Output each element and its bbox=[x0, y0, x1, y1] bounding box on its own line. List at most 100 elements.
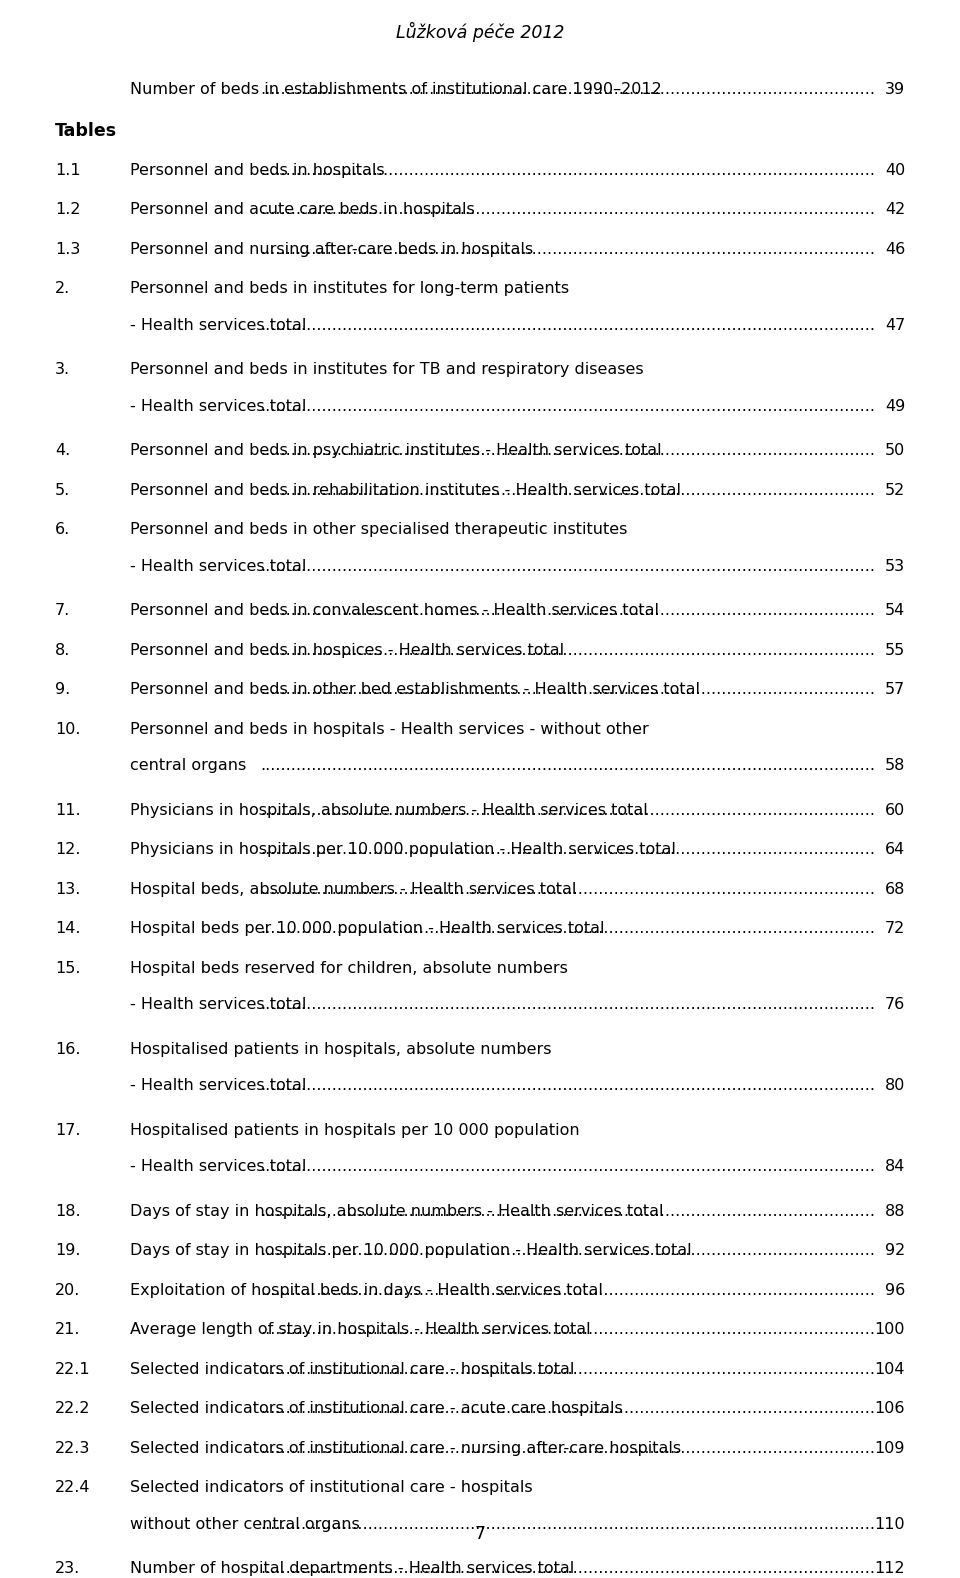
Text: ................................................................................: ........................................… bbox=[260, 82, 875, 96]
Text: Physicians in hospitals, absolute numbers - Health services total: Physicians in hospitals, absolute number… bbox=[130, 803, 648, 817]
Text: Personnel and beds in convalescent homes - Health services total: Personnel and beds in convalescent homes… bbox=[130, 603, 659, 619]
Text: 72: 72 bbox=[885, 922, 905, 936]
Text: ................................................................................: ........................................… bbox=[260, 1243, 875, 1258]
Text: - Health services total: - Health services total bbox=[130, 1160, 306, 1174]
Text: 11.: 11. bbox=[55, 803, 81, 817]
Text: ................................................................................: ........................................… bbox=[260, 483, 875, 499]
Text: 1.3: 1.3 bbox=[55, 241, 81, 257]
Text: Days of stay in hospitals, absolute numbers - Health services total: Days of stay in hospitals, absolute numb… bbox=[130, 1204, 663, 1218]
Text: Personnel and beds in institutes for TB and respiratory diseases: Personnel and beds in institutes for TB … bbox=[130, 363, 643, 377]
Text: ................................................................................: ........................................… bbox=[260, 443, 875, 459]
Text: ................................................................................: ........................................… bbox=[260, 922, 875, 936]
Text: 19.: 19. bbox=[55, 1243, 81, 1258]
Text: 96: 96 bbox=[885, 1283, 905, 1297]
Text: Personnel and beds in hospices - Health services total: Personnel and beds in hospices - Health … bbox=[130, 642, 564, 658]
Text: - Health services total: - Health services total bbox=[130, 997, 306, 1011]
Text: 17.: 17. bbox=[55, 1124, 81, 1138]
Text: 18.: 18. bbox=[55, 1204, 81, 1218]
Text: Personnel and beds in psychiatric institutes - Health services total: Personnel and beds in psychiatric instit… bbox=[130, 443, 661, 459]
Text: 3.: 3. bbox=[55, 363, 70, 377]
Text: 50: 50 bbox=[885, 443, 905, 459]
Text: 22.1: 22.1 bbox=[55, 1362, 90, 1378]
Text: Selected indicators of institutional care - acute care hospitals: Selected indicators of institutional car… bbox=[130, 1401, 623, 1417]
Text: Physicians in hospitals per 10 000 population - Health services total: Physicians in hospitals per 10 000 popul… bbox=[130, 843, 676, 857]
Text: ................................................................................: ........................................… bbox=[260, 241, 875, 257]
Text: Personnel and beds in rehabilitation institutes - Health services total: Personnel and beds in rehabilitation ins… bbox=[130, 483, 681, 499]
Text: 23.: 23. bbox=[55, 1561, 81, 1576]
Text: 64: 64 bbox=[885, 843, 905, 857]
Text: ................................................................................: ........................................… bbox=[260, 1401, 875, 1417]
Text: ................................................................................: ........................................… bbox=[260, 603, 875, 619]
Text: ................................................................................: ........................................… bbox=[260, 317, 875, 333]
Text: ................................................................................: ........................................… bbox=[260, 997, 875, 1011]
Text: 7: 7 bbox=[474, 1524, 486, 1543]
Text: 46: 46 bbox=[885, 241, 905, 257]
Text: Number of beds in establishments of institutional care 1990–2012: Number of beds in establishments of inst… bbox=[130, 82, 661, 96]
Text: 9.: 9. bbox=[55, 682, 70, 697]
Text: 1.2: 1.2 bbox=[55, 202, 81, 218]
Text: 109: 109 bbox=[875, 1441, 905, 1456]
Text: without other central organs: without other central organs bbox=[130, 1516, 360, 1532]
Text: 55: 55 bbox=[885, 642, 905, 658]
Text: 76: 76 bbox=[885, 997, 905, 1011]
Text: 80: 80 bbox=[884, 1078, 905, 1094]
Text: ................................................................................: ........................................… bbox=[260, 1516, 875, 1532]
Text: 22.4: 22.4 bbox=[55, 1480, 90, 1496]
Text: 60: 60 bbox=[885, 803, 905, 817]
Text: 20.: 20. bbox=[55, 1283, 81, 1297]
Text: central organs: central organs bbox=[130, 759, 247, 773]
Text: 21.: 21. bbox=[55, 1322, 81, 1337]
Text: Exploitation of hospital beds in days - Health services total: Exploitation of hospital beds in days - … bbox=[130, 1283, 603, 1297]
Text: 7.: 7. bbox=[55, 603, 70, 619]
Text: 10.: 10. bbox=[55, 721, 81, 737]
Text: 88: 88 bbox=[884, 1204, 905, 1218]
Text: ................................................................................: ........................................… bbox=[260, 1160, 875, 1174]
Text: Lůžková péče 2012: Lůžková péče 2012 bbox=[396, 22, 564, 43]
Text: 68: 68 bbox=[884, 882, 905, 896]
Text: 4.: 4. bbox=[55, 443, 70, 459]
Text: Personnel and beds in institutes for long-term patients: Personnel and beds in institutes for lon… bbox=[130, 281, 569, 297]
Text: Personnel and nursing after-care beds in hospitals: Personnel and nursing after-care beds in… bbox=[130, 241, 533, 257]
Text: ................................................................................: ........................................… bbox=[260, 1362, 875, 1378]
Text: ................................................................................: ........................................… bbox=[260, 1078, 875, 1094]
Text: ................................................................................: ........................................… bbox=[260, 399, 875, 413]
Text: 106: 106 bbox=[875, 1401, 905, 1417]
Text: Hospital beds, absolute numbers - Health services total: Hospital beds, absolute numbers - Health… bbox=[130, 882, 576, 896]
Text: 54: 54 bbox=[885, 603, 905, 619]
Text: 1.1: 1.1 bbox=[55, 163, 81, 178]
Text: 42: 42 bbox=[885, 202, 905, 218]
Text: 16.: 16. bbox=[55, 1041, 81, 1057]
Text: 110: 110 bbox=[875, 1516, 905, 1532]
Text: 52: 52 bbox=[885, 483, 905, 499]
Text: Hospitalised patients in hospitals, absolute numbers: Hospitalised patients in hospitals, abso… bbox=[130, 1041, 551, 1057]
Text: ................................................................................: ........................................… bbox=[260, 759, 875, 773]
Text: 8.: 8. bbox=[55, 642, 70, 658]
Text: - Health services total: - Health services total bbox=[130, 559, 306, 574]
Text: Tables: Tables bbox=[55, 122, 117, 139]
Text: ................................................................................: ........................................… bbox=[260, 202, 875, 218]
Text: ................................................................................: ........................................… bbox=[260, 1283, 875, 1297]
Text: 40: 40 bbox=[885, 163, 905, 178]
Text: 13.: 13. bbox=[55, 882, 81, 896]
Text: Personnel and beds in hospitals: Personnel and beds in hospitals bbox=[130, 163, 385, 178]
Text: 92: 92 bbox=[885, 1243, 905, 1258]
Text: 112: 112 bbox=[875, 1561, 905, 1576]
Text: Average length of stay in hospitals - Health services total: Average length of stay in hospitals - He… bbox=[130, 1322, 590, 1337]
Text: 22.2: 22.2 bbox=[55, 1401, 90, 1417]
Text: 104: 104 bbox=[875, 1362, 905, 1378]
Text: - Health services total: - Health services total bbox=[130, 317, 306, 333]
Text: - Health services total: - Health services total bbox=[130, 1078, 306, 1094]
Text: 12.: 12. bbox=[55, 843, 81, 857]
Text: Number of hospital departments - Health services total: Number of hospital departments - Health … bbox=[130, 1561, 574, 1576]
Text: ................................................................................: ........................................… bbox=[260, 1561, 875, 1576]
Text: 39: 39 bbox=[885, 82, 905, 96]
Text: ................................................................................: ........................................… bbox=[260, 803, 875, 817]
Text: Personnel and beds in other bed establishments - Health services total: Personnel and beds in other bed establis… bbox=[130, 682, 700, 697]
Text: Hospitalised patients in hospitals per 10 000 population: Hospitalised patients in hospitals per 1… bbox=[130, 1124, 580, 1138]
Text: 47: 47 bbox=[885, 317, 905, 333]
Text: Hospital beds reserved for children, absolute numbers: Hospital beds reserved for children, abs… bbox=[130, 961, 568, 975]
Text: 84: 84 bbox=[884, 1160, 905, 1174]
Text: ................................................................................: ........................................… bbox=[260, 882, 875, 896]
Text: Selected indicators of institutional care - hospitals total: Selected indicators of institutional car… bbox=[130, 1362, 574, 1378]
Text: 53: 53 bbox=[885, 559, 905, 574]
